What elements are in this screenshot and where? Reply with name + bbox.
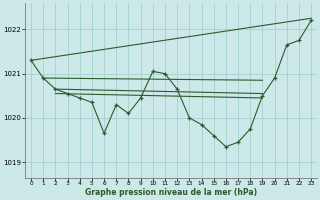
X-axis label: Graphe pression niveau de la mer (hPa): Graphe pression niveau de la mer (hPa) (85, 188, 257, 197)
